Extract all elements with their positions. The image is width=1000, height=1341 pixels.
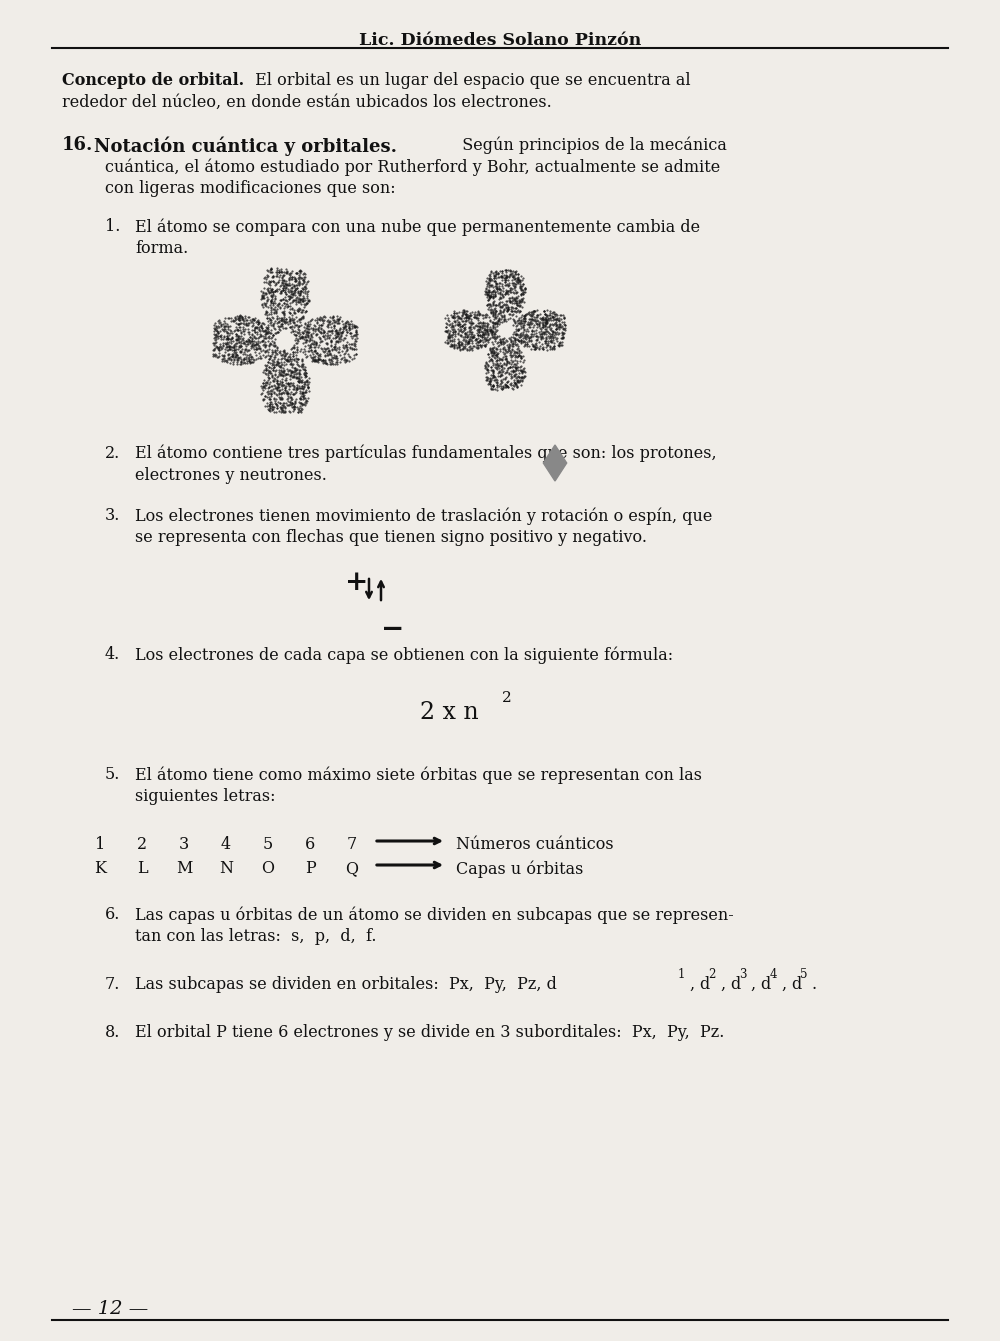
Text: forma.: forma.: [135, 240, 188, 257]
Text: 5.: 5.: [105, 766, 120, 783]
Text: 6: 6: [305, 835, 315, 853]
Text: 1.: 1.: [105, 219, 120, 235]
Text: El átomo contiene tres partículas fundamentales que son: los protones,: El átomo contiene tres partículas fundam…: [135, 445, 717, 463]
Text: 2: 2: [137, 835, 147, 853]
Text: Notación cuántica y orbitales.: Notación cuántica y orbitales.: [94, 135, 397, 156]
Text: d: d: [791, 976, 801, 992]
Text: 7: 7: [347, 835, 357, 853]
Text: Lic. Diómedes Solano Pinzón: Lic. Diómedes Solano Pinzón: [359, 32, 641, 50]
Text: 4: 4: [221, 835, 231, 853]
Polygon shape: [543, 445, 567, 481]
Text: −: −: [381, 616, 405, 642]
Text: M: M: [176, 860, 192, 877]
Text: 2: 2: [708, 968, 716, 982]
Text: 1: 1: [678, 968, 685, 982]
Text: N: N: [219, 860, 233, 877]
Text: 6.: 6.: [105, 907, 120, 923]
Text: 5: 5: [263, 835, 273, 853]
Text: siguientes letras:: siguientes letras:: [135, 789, 276, 805]
Text: El átomo tiene como máximo siete órbitas que se representan con las: El átomo tiene como máximo siete órbitas…: [135, 766, 702, 783]
Text: K: K: [94, 860, 106, 877]
Text: 3.: 3.: [105, 507, 120, 524]
Text: cuántica, el átomo estudiado por Rutherford y Bohr, actualmente se admite: cuántica, el átomo estudiado por Rutherf…: [105, 158, 720, 176]
Text: Números cuánticos: Números cuánticos: [456, 835, 614, 853]
Text: — 12 —: — 12 —: [72, 1299, 148, 1318]
Text: d: d: [761, 976, 771, 992]
Text: Según principios de la mecánica: Según principios de la mecánica: [452, 135, 727, 153]
Text: con ligeras modificaciones que son:: con ligeras modificaciones que son:: [105, 180, 396, 197]
Text: electrones y neutrones.: electrones y neutrones.: [135, 467, 327, 484]
Text: 3: 3: [739, 968, 746, 982]
Text: 2: 2: [502, 691, 512, 705]
Text: d: d: [730, 976, 740, 992]
Text: ,: ,: [720, 976, 725, 992]
Text: O: O: [262, 860, 274, 877]
Text: Las capas u órbitas de un átomo se dividen en subcapas que se represen-: Las capas u órbitas de un átomo se divid…: [135, 907, 734, 924]
Text: rededor del núcleo, en donde están ubicados los electrones.: rededor del núcleo, en donde están ubica…: [62, 94, 552, 111]
Text: .: .: [812, 976, 817, 992]
Text: 1: 1: [95, 835, 105, 853]
Text: P: P: [305, 860, 315, 877]
Text: El átomo se compara con una nube que permanentemente cambia de: El átomo se compara con una nube que per…: [135, 219, 700, 236]
Text: 4.: 4.: [105, 646, 120, 662]
Text: +: +: [345, 569, 369, 595]
Text: ,: ,: [690, 976, 695, 992]
Text: se representa con flechas que tienen signo positivo y negativo.: se representa con flechas que tienen sig…: [135, 528, 647, 546]
Text: 16.: 16.: [62, 135, 93, 154]
Text: 7.: 7.: [105, 976, 120, 992]
Text: d: d: [700, 976, 710, 992]
Text: L: L: [137, 860, 147, 877]
Text: 4: 4: [770, 968, 777, 982]
Text: 2.: 2.: [105, 445, 120, 463]
Text: ,: ,: [781, 976, 786, 992]
Text: El orbital P tiene 6 electrones y se divide en 3 suborditales:  Px,  Py,  Pz.: El orbital P tiene 6 electrones y se div…: [135, 1025, 724, 1041]
Text: 5: 5: [800, 968, 808, 982]
Text: 8.: 8.: [105, 1025, 120, 1041]
Text: tan con las letras:  s,  p,  d,  f.: tan con las letras: s, p, d, f.: [135, 928, 376, 945]
Text: Las subcapas se dividen en orbitales:  Px,  Py,  Pz, d: Las subcapas se dividen en orbitales: Px…: [135, 976, 557, 992]
Text: 2 x n: 2 x n: [420, 701, 479, 724]
Text: Concepto de orbital.: Concepto de orbital.: [62, 72, 244, 89]
Text: ,: ,: [750, 976, 756, 992]
Text: Los electrones tienen movimiento de traslación y rotación o espín, que: Los electrones tienen movimiento de tras…: [135, 507, 712, 524]
Text: Q: Q: [346, 860, 358, 877]
Text: Los electrones de cada capa se obtienen con la siguiente fórmula:: Los electrones de cada capa se obtienen …: [135, 646, 673, 664]
Text: 3: 3: [179, 835, 189, 853]
Text: El orbital es un lugar del espacio que se encuentra al: El orbital es un lugar del espacio que s…: [250, 72, 691, 89]
Text: Capas u órbitas: Capas u órbitas: [456, 860, 583, 877]
